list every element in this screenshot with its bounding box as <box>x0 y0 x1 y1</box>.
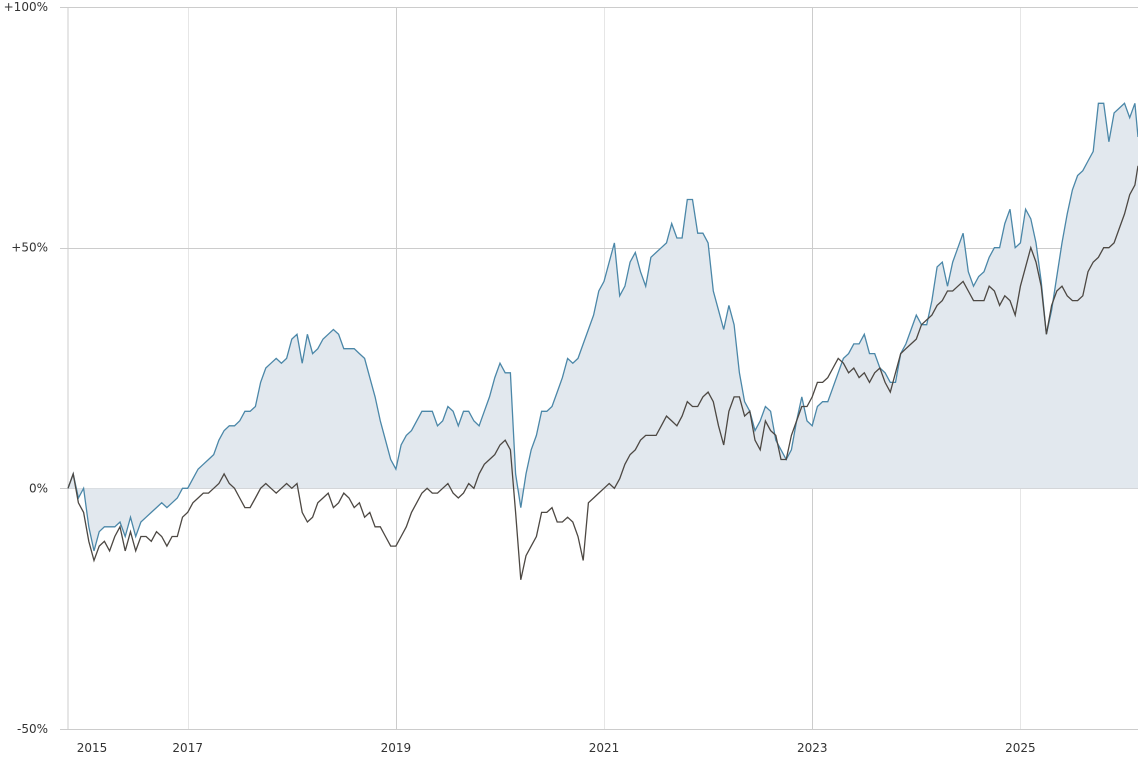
series-a-line <box>67 102 1138 552</box>
series-a-area <box>68 103 1138 551</box>
x-tick-label: 2015 <box>77 741 108 755</box>
y-axis: +100% +50% 0% -50% <box>4 0 48 736</box>
y-tick-label: -50% <box>17 722 48 736</box>
series-b-line <box>67 165 1138 580</box>
x-tick-label: 2019 <box>381 741 412 755</box>
x-tick-label: 2025 <box>1005 741 1036 755</box>
x-axis: 2015 2017 2019 2021 2023 2025 <box>77 741 1036 755</box>
x-tick-label: 2017 <box>172 741 203 755</box>
y-tick-label: +50% <box>11 241 48 255</box>
y-tick-label: 0% <box>29 481 48 495</box>
x-tick-label: 2021 <box>589 741 620 755</box>
x-tick-label: 2023 <box>797 741 828 755</box>
y-tick-label: +100% <box>4 0 48 14</box>
